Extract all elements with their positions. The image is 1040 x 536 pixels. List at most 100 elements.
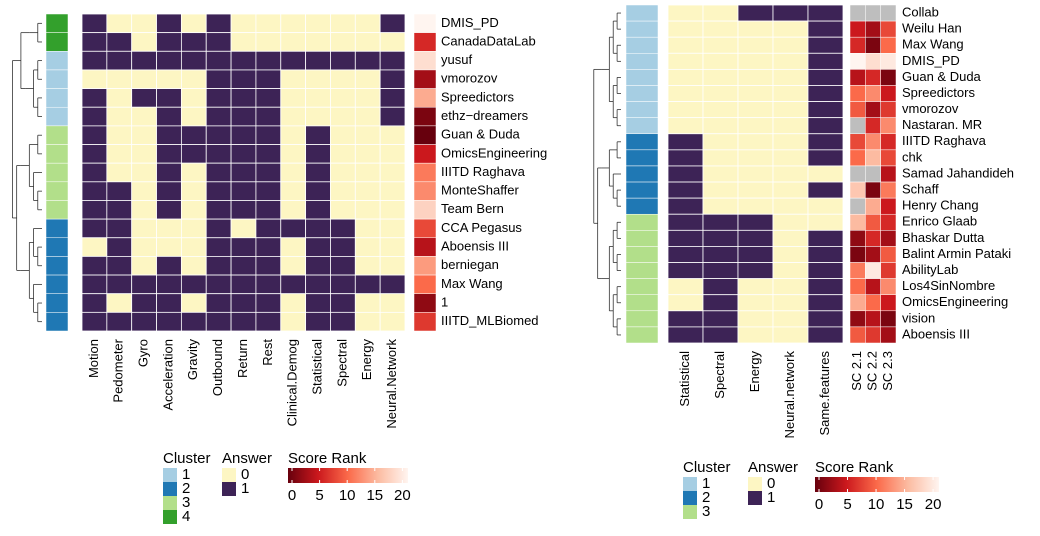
score-cell: [880, 213, 897, 231]
row-label: CanadaDataLab: [441, 33, 536, 48]
column-label: Spectral: [334, 339, 349, 387]
heatmap-cell: [379, 162, 406, 183]
legend-tick-label: 5: [315, 487, 323, 504]
heatmap-cell: [205, 311, 232, 332]
row-label: CCA Pegasus: [441, 220, 522, 235]
score-cell: [865, 4, 881, 22]
legend-label: 1: [702, 475, 710, 492]
heatmap-cell: [330, 88, 356, 108]
heatmap-cell: [379, 13, 406, 34]
score-cell: [413, 293, 437, 313]
score-gradient: [815, 477, 939, 492]
heatmap-cell: [81, 274, 108, 295]
score-cell: [880, 230, 897, 247]
heatmap-cell: [667, 278, 704, 296]
heatmap-cell: [106, 181, 133, 201]
score-cell: [865, 310, 881, 328]
legend-swatch: [683, 505, 697, 519]
heatmap-cell: [230, 200, 257, 220]
legend-tick-label: 10: [339, 487, 356, 504]
heatmap-cell: [772, 294, 809, 312]
score-cell: [849, 310, 866, 328]
cluster-cell: [45, 69, 69, 89]
heatmap-cell: [205, 125, 232, 145]
heatmap-cell: [807, 20, 844, 38]
score-column-label: SC 2.1: [849, 351, 864, 391]
heatmap-cell: [255, 144, 282, 164]
heatmap-cell: [81, 125, 108, 145]
heatmap-cell: [807, 165, 844, 183]
column-label: Outbound: [210, 339, 225, 396]
heatmap-cell: [255, 162, 282, 183]
heatmap-cell: [230, 162, 257, 183]
heatmap-cell: [131, 106, 157, 127]
cluster-cell: [45, 51, 69, 71]
heatmap-cell: [81, 32, 108, 52]
heatmap-cell: [667, 310, 704, 328]
heatmap-cell: [379, 50, 406, 71]
score-cell: [413, 200, 437, 220]
score-cell: [849, 278, 866, 295]
heatmap-cell: [772, 246, 809, 263]
heatmap-cell: [330, 218, 356, 239]
score-cell: [849, 262, 866, 279]
heatmap-cell: [255, 274, 282, 295]
heatmap-cell: [131, 144, 157, 164]
heatmap-cell: [255, 237, 282, 257]
heatmap-cell: [255, 13, 282, 34]
heatmap-cell: [667, 213, 704, 231]
score-cell: [880, 197, 897, 215]
heatmap-cell: [205, 237, 232, 257]
heatmap-cell: [330, 125, 356, 145]
score-cell: [413, 312, 437, 332]
column-label: Motion: [86, 339, 101, 378]
heatmap-cell: [106, 293, 133, 313]
cluster-cell: [45, 200, 69, 220]
score-cell: [880, 4, 897, 22]
heatmap-cell: [379, 293, 406, 313]
row-label: yusuf: [441, 52, 472, 67]
heatmap-cell: [807, 181, 844, 199]
score-cell: [865, 101, 881, 118]
heatmap-cell: [205, 69, 232, 89]
heatmap-cell: [255, 88, 282, 108]
heatmap-cell: [702, 197, 739, 215]
score-cell: [413, 274, 437, 294]
legend-tick-label: 20: [394, 487, 411, 504]
heatmap-cell: [230, 293, 257, 313]
heatmap-cell: [667, 326, 704, 344]
heatmap-cell: [305, 69, 331, 89]
heatmap-cell: [354, 50, 381, 71]
legend-label: 3: [182, 494, 190, 511]
heatmap-cell: [106, 88, 133, 108]
score-cell: [865, 278, 881, 295]
column-label: Gravity: [185, 339, 200, 381]
heatmap-cell: [737, 213, 774, 231]
heatmap-cell: [106, 144, 133, 164]
score-cell: [849, 197, 866, 215]
heatmap-cell: [379, 218, 406, 239]
legend-title: Score Rank: [288, 450, 367, 467]
cluster-cell: [45, 144, 69, 164]
heatmap-cell: [305, 88, 331, 108]
score-cell: [865, 246, 881, 263]
heatmap-cell: [702, 52, 739, 70]
score-column-label: SC 2.3: [880, 351, 895, 391]
row-label: AbilityLab: [902, 262, 958, 277]
heatmap-cell: [354, 200, 381, 220]
heatmap-cell: [379, 237, 406, 257]
score-cell: [413, 32, 437, 52]
heatmap-cell: [156, 293, 182, 313]
score-cell: [880, 326, 897, 344]
heatmap-cell: [772, 20, 809, 38]
legend-tick-label: 20: [925, 496, 942, 513]
heatmap-cell: [330, 13, 356, 34]
heatmap-cell: [737, 310, 774, 328]
legend-swatch: [683, 477, 697, 491]
heatmap-cell: [205, 274, 232, 295]
heatmap-cell: [230, 181, 257, 201]
heatmap-cell: [156, 181, 182, 201]
heatmap-cell: [354, 256, 381, 276]
heatmap-cell: [702, 246, 739, 263]
score-cell: [849, 4, 866, 22]
